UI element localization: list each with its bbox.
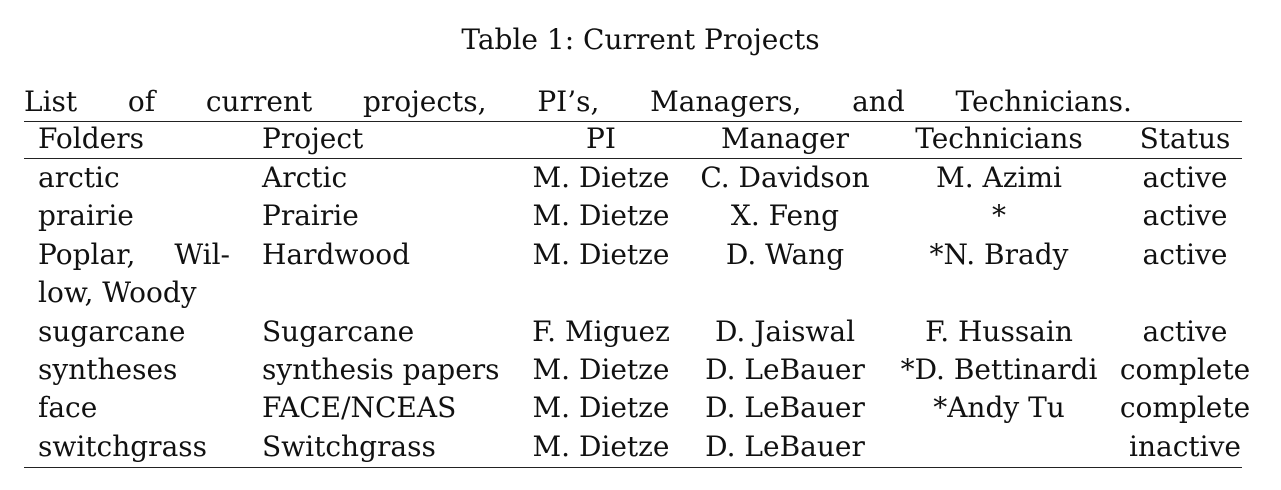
table-header-row: Folders Project PI Manager Technicians S… bbox=[24, 119, 1256, 159]
cell-project: Arctic bbox=[262, 161, 348, 194]
cell-folders-line-1: Poplar, Wil- bbox=[38, 236, 230, 274]
table-row: syntheses synthesis papers M. Dietze D. … bbox=[24, 351, 1256, 389]
cell-project: Switchgrass bbox=[262, 429, 436, 463]
description-word: List bbox=[24, 85, 78, 118]
cell-technicians: *N. Brady bbox=[929, 237, 1069, 271]
column-header-folders: Folders bbox=[38, 122, 144, 155]
cell-project: Hardwood bbox=[262, 237, 411, 271]
table-top-rule bbox=[24, 121, 1242, 122]
cell-status: inactive bbox=[1129, 429, 1241, 463]
cell-status: complete bbox=[1119, 353, 1251, 387]
cell-folders-word: Wil- bbox=[174, 237, 230, 271]
cell-folders-line-2: low, Woody bbox=[38, 276, 197, 310]
cell-status: complete bbox=[1119, 391, 1251, 425]
projects-table: Folders Project PI Manager Technicians S… bbox=[24, 119, 1256, 466]
table-description: List of current projects, PI’s, Managers… bbox=[24, 84, 1132, 120]
cell-technicians: F. Hussain bbox=[925, 314, 1073, 348]
cell-folders-word: Poplar, bbox=[38, 237, 136, 271]
cell-status: active bbox=[1142, 199, 1228, 233]
cell-manager: D. LeBauer bbox=[705, 429, 865, 463]
description-word: Technicians. bbox=[955, 85, 1132, 118]
column-header-status: Status bbox=[1139, 122, 1231, 155]
cell-folders: sugarcane bbox=[38, 314, 186, 348]
cell-manager: C. Davidson bbox=[700, 161, 870, 194]
cell-folders: switchgrass bbox=[38, 429, 207, 463]
cell-manager: D. LeBauer bbox=[705, 391, 865, 425]
table-row: prairie Prairie M. Dietze X. Feng * acti… bbox=[24, 197, 1256, 235]
cell-folders: arctic bbox=[38, 161, 120, 194]
cell-technicians: M. Azimi bbox=[936, 161, 1062, 194]
cell-manager: D. LeBauer bbox=[705, 353, 865, 387]
cell-manager: D. Jaiswal bbox=[714, 314, 856, 348]
cell-technicians bbox=[884, 428, 1114, 466]
cell-manager: D. Wang bbox=[725, 237, 845, 271]
table-header-rule bbox=[24, 158, 1242, 159]
description-word: Managers, bbox=[650, 85, 802, 118]
column-header-technicians: Technicians bbox=[915, 122, 1083, 155]
description-word: of bbox=[127, 85, 156, 118]
description-word: projects, bbox=[362, 85, 487, 118]
cell-technicians: * bbox=[992, 199, 1006, 233]
description-word: PI’s, bbox=[537, 85, 600, 118]
cell-folders: prairie bbox=[38, 199, 134, 233]
cell-technicians: *D. Bettinardi bbox=[900, 353, 1098, 387]
cell-pi: M. Dietze bbox=[532, 353, 670, 387]
cell-project: FACE/NCEAS bbox=[262, 391, 457, 425]
column-header-pi: PI bbox=[586, 122, 616, 155]
cell-status: active bbox=[1142, 237, 1228, 271]
table-row: face FACE/NCEAS M. Dietze D. LeBauer *An… bbox=[24, 389, 1256, 427]
table-row: arctic Arctic M. Dietze C. Davidson M. A… bbox=[24, 159, 1256, 197]
cell-pi: M. Dietze bbox=[532, 391, 670, 425]
cell-technicians: *Andy Tu bbox=[933, 391, 1065, 425]
cell-folders: syntheses bbox=[38, 353, 178, 387]
description-word: and bbox=[852, 85, 905, 118]
table-row: switchgrass Switchgrass M. Dietze D. LeB… bbox=[24, 428, 1256, 466]
cell-project: Sugarcane bbox=[262, 314, 415, 348]
cell-pi: M. Dietze bbox=[532, 237, 670, 271]
cell-folders: face bbox=[38, 391, 98, 425]
table-row: Poplar, Wil- low, Woody Hardwood M. Diet… bbox=[24, 236, 1256, 313]
cell-project: Prairie bbox=[262, 199, 359, 233]
cell-pi: M. Dietze bbox=[532, 161, 670, 194]
description-word: current bbox=[205, 85, 313, 118]
cell-pi: F. Miguez bbox=[532, 314, 670, 348]
cell-manager: X. Feng bbox=[730, 199, 840, 233]
cell-pi: M. Dietze bbox=[532, 429, 670, 463]
cell-folders: Poplar, Wil- low, Woody bbox=[24, 236, 262, 313]
column-header-project: Project bbox=[262, 122, 364, 155]
cell-pi: M. Dietze bbox=[532, 199, 670, 233]
column-header-manager: Manager bbox=[721, 122, 849, 155]
cell-status: active bbox=[1142, 314, 1228, 348]
table-bottom-rule bbox=[24, 467, 1242, 468]
cell-project: synthesis papers bbox=[262, 353, 500, 387]
table-row: sugarcane Sugarcane F. Miguez D. Jaiswal… bbox=[24, 313, 1256, 351]
table-caption: Table 1: Current Projects bbox=[461, 23, 820, 56]
cell-status: active bbox=[1142, 161, 1228, 194]
